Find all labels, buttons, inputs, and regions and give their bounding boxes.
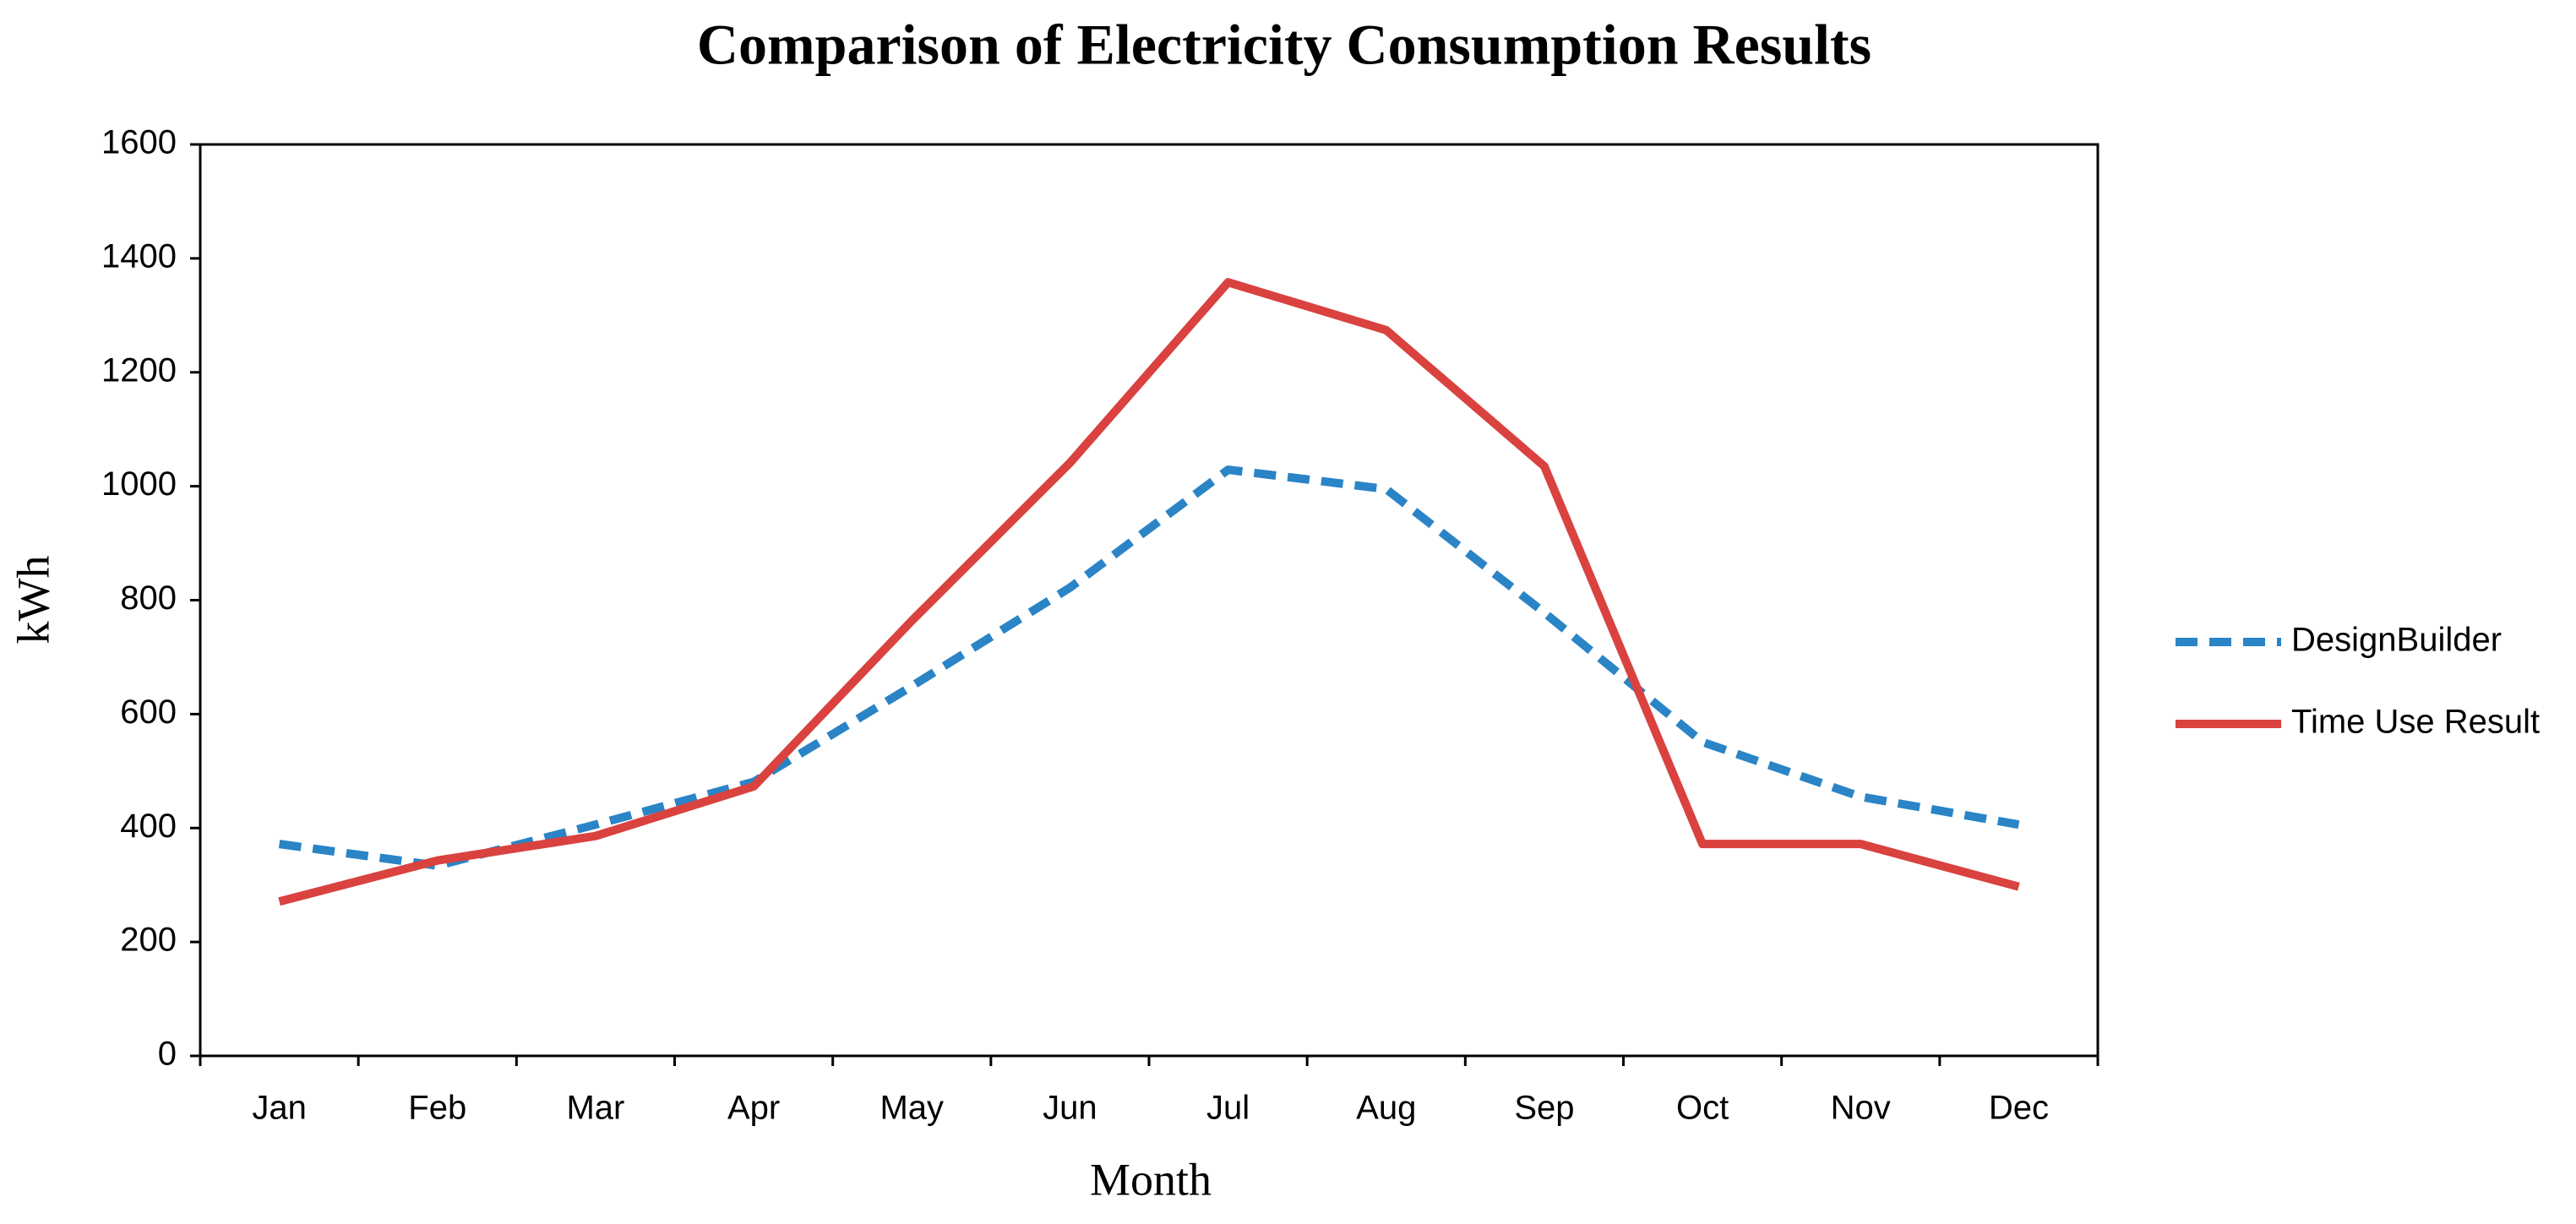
x-tick-label: Jan bbox=[252, 1090, 307, 1127]
y-tick-label: 200 bbox=[120, 922, 177, 959]
y-tick-label: 1400 bbox=[101, 237, 177, 275]
x-tick-label: Jul bbox=[1206, 1090, 1250, 1127]
line-series bbox=[278, 465, 2020, 870]
x-tick-label: Dec bbox=[1989, 1090, 2049, 1127]
x-tick-label: Feb bbox=[408, 1090, 466, 1127]
x-tick-label: Oct bbox=[1676, 1090, 1729, 1127]
x-tick-label: Jun bbox=[1043, 1090, 1097, 1127]
x-tick-label: Mar bbox=[566, 1090, 624, 1127]
x-tick-label: May bbox=[880, 1090, 944, 1127]
plot-frame bbox=[199, 143, 2099, 1058]
line-series bbox=[278, 278, 2020, 906]
y-tick-label: 1600 bbox=[101, 124, 177, 161]
y-tick-label: 400 bbox=[120, 808, 177, 845]
y-axis-label: kWh bbox=[8, 556, 58, 645]
y-tick-label: 1200 bbox=[101, 351, 177, 389]
y-tick-label: 0 bbox=[158, 1036, 177, 1073]
x-tick-label: Apr bbox=[727, 1090, 780, 1127]
y-tick-label: 800 bbox=[120, 579, 177, 617]
x-tick-label: Sep bbox=[1514, 1090, 1574, 1127]
y-tick-label: 600 bbox=[120, 694, 177, 731]
x-axis-label: Month bbox=[1090, 1154, 1212, 1205]
chart-title: Comparison of Electricity Consumption Re… bbox=[697, 13, 1871, 77]
x-tick-label: Aug bbox=[1356, 1090, 1416, 1127]
legend-label: DesignBuilder bbox=[2291, 622, 2502, 659]
legend-label: Time Use Result bbox=[2291, 704, 2540, 741]
x-tick-label: Nov bbox=[1831, 1090, 1891, 1127]
y-tick-label: 1000 bbox=[101, 465, 177, 503]
